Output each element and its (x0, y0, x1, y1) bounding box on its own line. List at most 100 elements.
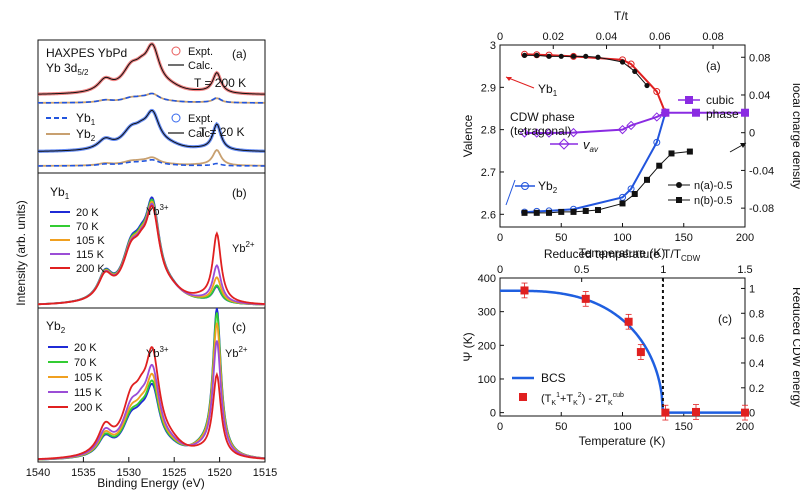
series-line-4 (524, 54, 648, 86)
yb1-legend-label-1: 70 K (76, 221, 99, 233)
points-legend-label-part-7: K (608, 400, 613, 407)
yb2-curve-4 (37, 346, 266, 460)
tt-tick-label-4: 0.08 (702, 31, 723, 43)
top-axis-label-reduced-part-1: CDW (681, 254, 701, 263)
top-axis-label-reduced: Reduced temperature T/TCDW (544, 247, 701, 263)
series-4-point-3 (558, 53, 564, 59)
series-line-2 (524, 111, 666, 135)
panel-a-temp-20: T = 20 K (199, 125, 244, 139)
reduced-tick-label-1: 0.2 (749, 383, 764, 395)
spectrum-20K-yb1-component (38, 158, 265, 167)
cdw-temp-tick-label-0: 0 (497, 421, 503, 433)
series-4-point-9 (644, 82, 650, 89)
y2-axis-label-density: local charge density (790, 83, 800, 189)
y-axis-label-valence: Valence (461, 114, 475, 157)
x-axis-label-temperature: Temperature (K) (579, 246, 666, 260)
series-5-point-12 (686, 148, 693, 155)
vav-series-label: vav (583, 137, 599, 154)
valence-tick-label-3: 2.9 (481, 82, 496, 94)
spectrum-200K-calc (37, 43, 265, 95)
panel-b-peak-yb2: Yb2+ (232, 240, 255, 255)
energy-tick-label-5: 1515 (253, 467, 277, 479)
yb1-curve-3 (37, 202, 266, 306)
series-2-point-6 (652, 112, 662, 122)
yb1-series-label-part-1: 1 (553, 89, 558, 98)
data-point-6 (741, 408, 749, 417)
reduced-tick-label-2: 0.4 (749, 358, 764, 370)
density-tick-label-0: -0.08 (749, 203, 774, 215)
data-point-2 (624, 317, 633, 326)
legend-calc20-label: Calc. (188, 128, 213, 140)
legend-expt20-marker (171, 113, 181, 123)
temp-tick-label-1: 50 (555, 232, 567, 244)
series-5-point-11 (668, 150, 675, 157)
yb1-arrow (505, 76, 535, 89)
cdw-phase-label: CDW phase (510, 110, 575, 124)
reduced-temp-tick-label-2: 1 (660, 264, 666, 276)
series-5-point-2 (546, 209, 552, 216)
series-3-point-2 (741, 108, 749, 117)
temp-tick-label-0: 0 (497, 232, 503, 244)
yb2-series-label-part-0: Yb (538, 179, 553, 193)
series-2-point-0 (519, 128, 530, 138)
series-1-point-4 (619, 193, 626, 201)
x-axis-label-binding-energy: Binding Energy (eV) (97, 476, 204, 490)
panel-c-peak-yb3: Yb3+ (146, 345, 169, 360)
panel-c-legend: 20 K 70 K 105 K 115 K 200 K (48, 342, 103, 414)
series-5-point-9 (644, 176, 650, 183)
panel-a-temp-200: T = 200 K (194, 76, 246, 90)
points-legend-label-part-6: ) - 2T (582, 393, 609, 405)
data-point-4 (661, 408, 670, 417)
panel-b-frame (37, 172, 266, 309)
series-4-point-0 (521, 52, 528, 58)
nb-legend-marker (676, 197, 682, 203)
series-3-point-0 (661, 108, 670, 117)
legend-expt-marker (171, 46, 181, 56)
legend-expt20-label: Expt. (188, 113, 213, 125)
legend-yb1-label: Yb1 (76, 111, 96, 127)
yb1-curve-4 (37, 204, 266, 306)
density-tick-label-3: 0.04 (749, 90, 770, 102)
series-2-point-5 (626, 120, 636, 131)
series-4-point-7 (619, 59, 626, 65)
valence-tick-label-2: 2.8 (481, 125, 496, 137)
vav-legend-marker (558, 138, 570, 150)
na-series-label: n(a)-0.5 (694, 180, 733, 192)
points-legend-label: (TK1+TK2) - 2TKcub (541, 392, 624, 407)
series-2-point-4 (617, 124, 628, 135)
series-2-point-2 (544, 128, 554, 138)
panel-c-curves (37, 307, 266, 461)
panel-b-legend: 20 K 70 K 105 K 115 K 200 K (50, 207, 105, 275)
cdw-temp-tick-label-1: 50 (555, 421, 567, 433)
cdw-phase-sublabel: (tetragonal) (510, 124, 571, 138)
y-axis-label-psi: Ψ (K) (461, 332, 475, 361)
reduced-tick-label-3: 0.6 (749, 333, 764, 345)
panel-a-subtitle-sub: 5/2 (77, 68, 89, 77)
reduced-temp-tick-label-3: 1.5 (737, 264, 752, 276)
panel-a-title: HAXPES YbPd (46, 46, 127, 60)
top-axis-label-tt: T/t (614, 9, 629, 23)
yb1-series-label-part-0: Yb (538, 82, 553, 96)
data-point-1 (581, 294, 590, 303)
points-legend-marker (519, 393, 527, 401)
panel-b-site: Yb1 (50, 185, 70, 201)
tt-tick-label-2: 0.04 (596, 31, 617, 43)
tt-tick-label-0: 0 (497, 31, 503, 43)
vav-series-label-part-1: av (590, 145, 599, 154)
yb2-legend-label-3: 115 K (74, 387, 103, 399)
yb2-curve-2 (37, 322, 266, 461)
yb1-legend-label-3: 115 K (76, 249, 105, 261)
spectrum-20K-calc (37, 109, 265, 152)
series-5-point-10 (656, 162, 663, 169)
series-5-point-4 (570, 208, 577, 215)
y-axis-label-intensity: Intensity (arb. units) (14, 200, 28, 305)
energy-tick-label-1: 1535 (71, 467, 95, 479)
series-0-point-5 (627, 60, 635, 68)
valence-tick-label-0: 2.6 (481, 209, 496, 221)
legend-expt-label: Expt. (188, 46, 213, 58)
panel-c-peak-yb2: Yb2+ (225, 345, 248, 360)
panel-a-subtitle: Yb 3d5/2 (46, 61, 89, 77)
tt-tick-label-1: 0.02 (543, 31, 564, 43)
psi-tick-label-4: 400 (478, 273, 496, 285)
reduced-tick-label-5: 1 (749, 283, 755, 295)
